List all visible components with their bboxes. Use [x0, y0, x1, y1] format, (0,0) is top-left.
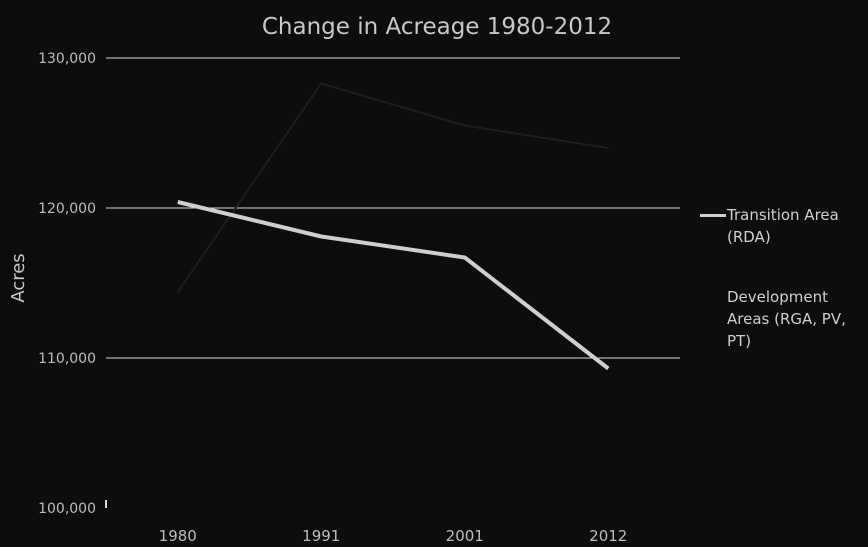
x-tick-label: 2001 [446, 527, 484, 545]
series-line-0 [177, 200, 610, 371]
series-line-1 [176, 82, 609, 293]
legend-entry-development-areas: Development Areas (RGA, PV, PT) [727, 288, 846, 350]
x-tick-label: 2012 [589, 527, 627, 545]
y-tick-label: 130,000 [38, 51, 96, 67]
chart-title: Change in Acreage 1980-2012 [262, 14, 612, 40]
y-tick-labels: 100,000 110,000 120,000 130,000 [38, 51, 96, 517]
x-tick-label: 1980 [159, 527, 197, 545]
series-lines [176, 82, 610, 371]
y-tick-label: 120,000 [38, 201, 96, 217]
gridlines [105, 57, 680, 508]
x-tick-label: 1991 [302, 527, 340, 545]
y-axis-label: Acres [8, 253, 29, 302]
legend-entry-transition-area: Transition Area (RDA) [727, 206, 839, 246]
x-tick-labels: 1980 1991 2001 2012 [159, 527, 628, 545]
y-tick-label: 100,000 [38, 501, 96, 517]
y-tick-label: 110,000 [38, 351, 96, 367]
legend-swatch-transition-area [700, 214, 726, 217]
